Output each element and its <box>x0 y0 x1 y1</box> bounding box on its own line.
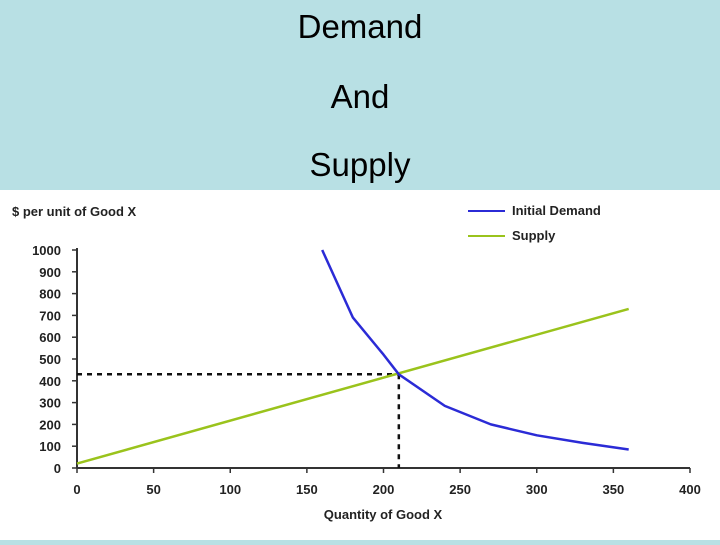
legend-label-supply: Supply <box>512 228 556 243</box>
y-tick-label: 200 <box>39 417 61 432</box>
y-tick-label: 500 <box>39 352 61 367</box>
supply-line <box>76 307 630 465</box>
y-tick-label: 0 <box>54 461 61 476</box>
x-tick-label: 100 <box>219 482 241 497</box>
demand-curve <box>321 249 629 451</box>
y-tick-label: 900 <box>39 265 61 280</box>
x-axis-label: Quantity of Good X <box>324 507 443 522</box>
y-tick-label: 600 <box>39 330 61 345</box>
x-tick-label: 400 <box>679 482 701 497</box>
y-tick-label: 100 <box>39 439 61 454</box>
axes: 0 50 100 150 200 250 300 350 400 0 100 200 300 400 500… <box>32 243 701 497</box>
x-tick-label: 350 <box>603 482 625 497</box>
legend-label-demand: Initial Demand <box>512 203 601 218</box>
y-tick-label: 800 <box>39 287 61 302</box>
x-tick-label: 200 <box>373 482 395 497</box>
y-tick-label: 1000 <box>32 243 61 258</box>
x-tick-label: 50 <box>146 482 160 497</box>
y-tick-label: 700 <box>39 308 61 323</box>
x-tick-label: 250 <box>449 482 471 497</box>
slide-title-line-2: And <box>330 78 390 115</box>
y-tick-label: 300 <box>39 396 61 411</box>
demand-supply-chart: $ per unit of Good X Quantity of Good X … <box>12 203 701 522</box>
chart-panel: $ per unit of Good X Quantity of Good X … <box>0 190 720 540</box>
x-tick-label: 150 <box>296 482 318 497</box>
x-tick-label: 0 <box>73 482 80 497</box>
plot-area <box>76 249 630 468</box>
slide-title-area: Demand And Supply <box>0 0 720 190</box>
y-tick-label: 400 <box>39 374 61 389</box>
x-tick-label: 300 <box>526 482 548 497</box>
slide-title-line-1: Demand <box>297 8 423 45</box>
legend: Initial Demand Supply <box>468 203 601 243</box>
y-axis-label: $ per unit of Good X <box>12 204 137 219</box>
slide-title-line-3: Supply <box>309 146 411 183</box>
